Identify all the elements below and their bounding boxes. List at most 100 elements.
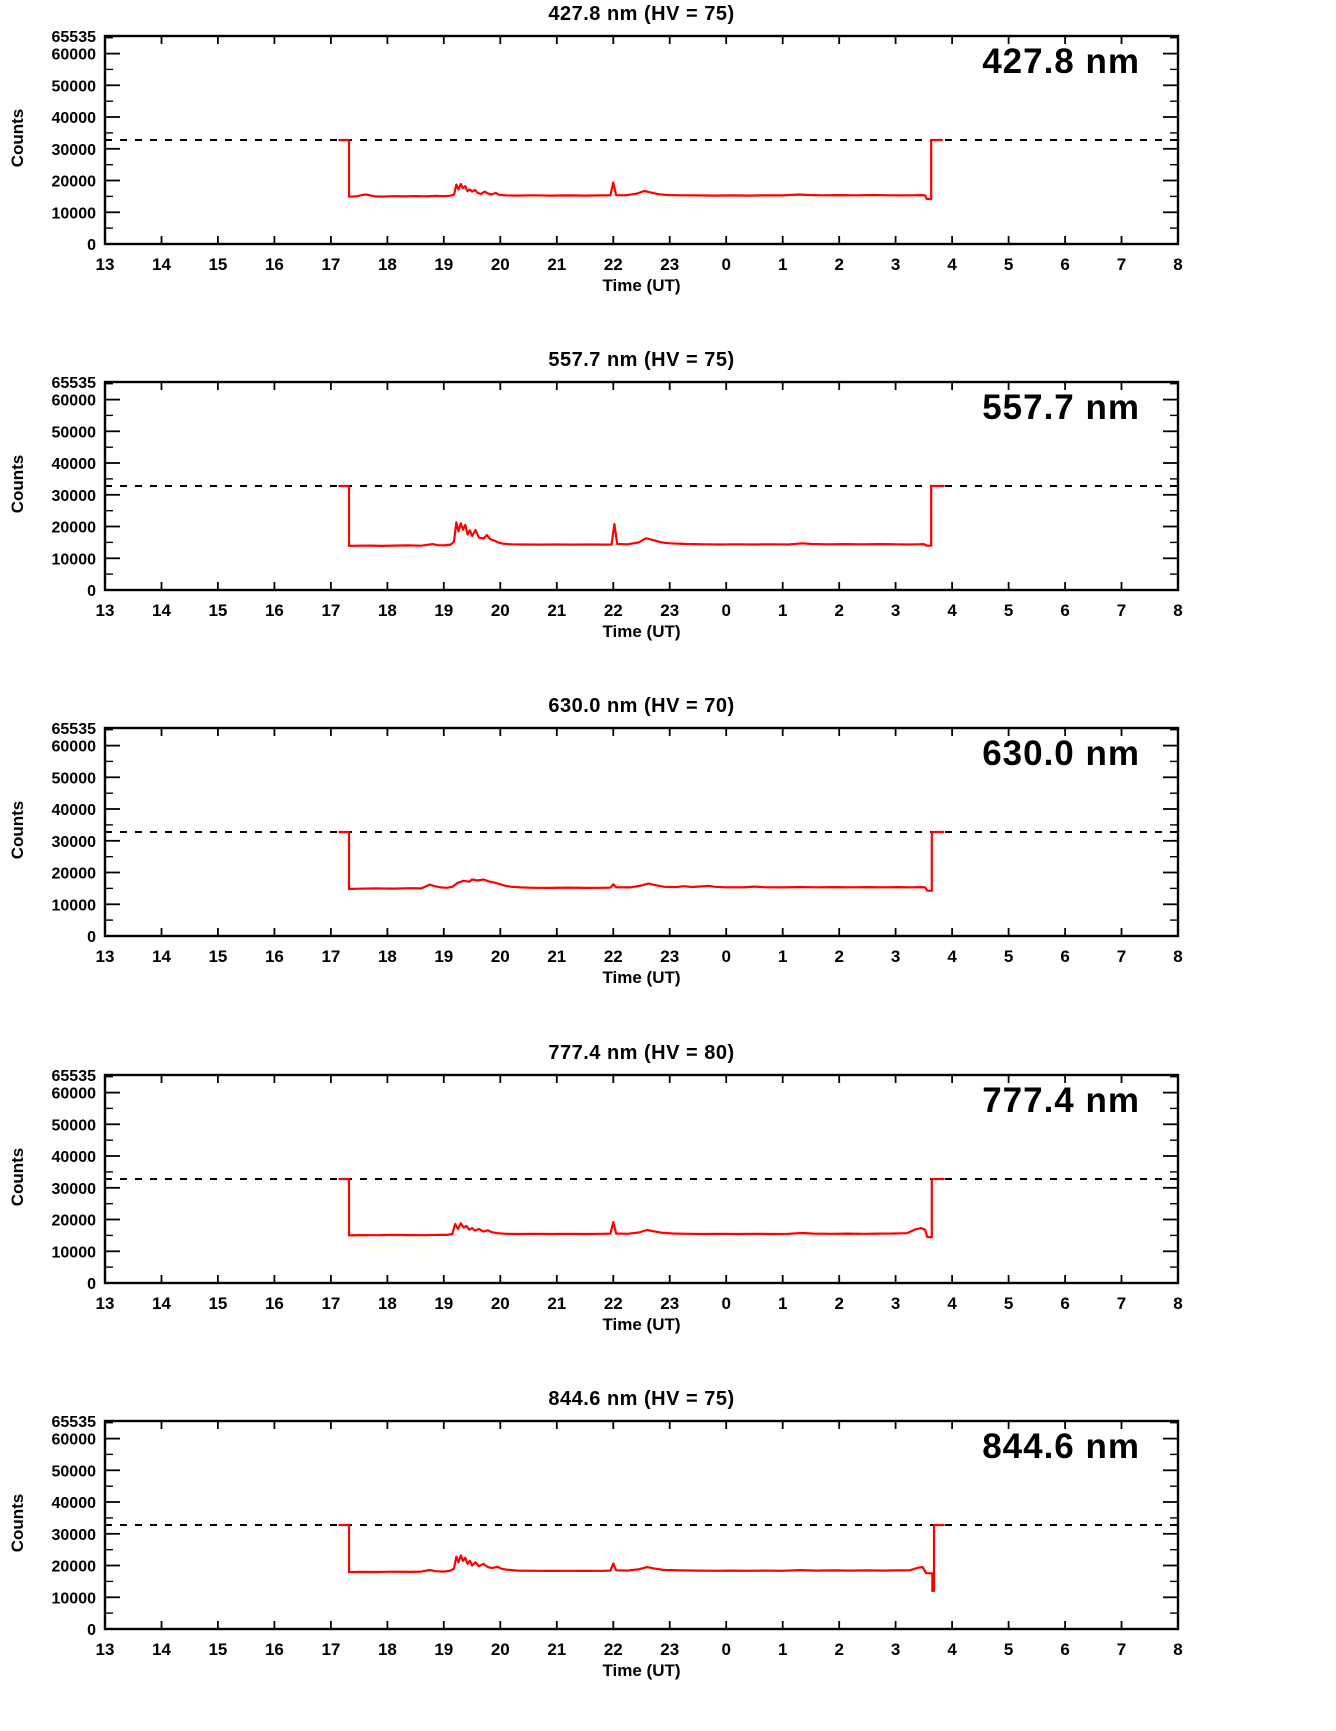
y-tick-label: 50000 [52,771,97,788]
x-tick-label: 6 [1060,601,1069,620]
x-tick-label: 3 [891,1640,900,1659]
counts-plot: 13 14 15 16 17 18 19 20 21 22 23 0 1 2 3 4 5 6 7 8010000200… [52,721,1183,966]
x-tick-label: 16 [265,947,284,966]
x-tick-label: 16 [265,255,284,274]
x-tick-label: 2 [834,1294,843,1313]
y-tick-label: 0 [87,1622,96,1639]
x-tick-label: 19 [434,947,453,966]
x-tick-label: 7 [1117,255,1126,274]
x-tick-label: 5 [1004,1640,1013,1659]
x-tick-label: 3 [891,1294,900,1313]
x-tick-label: 4 [947,1640,957,1659]
x-tick-label: 13 [96,947,115,966]
x-tick-label: 16 [265,601,284,620]
y-tick-label: 60000 [52,393,97,410]
chart-title: 630.0 nm (HV = 70) [548,695,735,718]
x-tick-label: 6 [1060,1640,1069,1659]
x-tick-label: 16 [265,1640,284,1659]
y-tick-label: 40000 [52,802,97,819]
y-tick-label: 65535 [52,375,97,392]
wavelength-label: 557.7 nm [982,388,1140,428]
x-tick-label: 14 [152,255,171,274]
x-tick-label: 21 [547,1640,566,1659]
counts-plot: 13 14 15 16 17 18 19 20 21 22 23 0 1 2 3 4 5 6 7 8010000200… [52,1414,1183,1659]
x-tick-label: 21 [547,1294,566,1313]
x-tick-label: 7 [1117,601,1126,620]
counts-plot: 13 14 15 16 17 18 19 20 21 22 23 0 1 2 3 4 5 6 7 8010000200… [52,29,1183,274]
y-tick-label: 40000 [52,1495,97,1512]
x-tick-label: 19 [434,255,453,274]
y-tick-label: 65535 [52,29,97,46]
x-tick-label: 20 [491,1294,510,1313]
x-tick-label: 14 [152,1294,171,1313]
x-tick-label: 0 [721,255,730,274]
y-tick-label: 65535 [52,721,97,738]
chart-title: 427.8 nm (HV = 75) [548,3,735,25]
x-tick-label: 5 [1004,947,1013,966]
x-tick-label: 17 [321,255,340,274]
x-tick-label: 23 [660,1294,679,1313]
x-tick-label: 13 [96,1294,115,1313]
x-tick-label: 5 [1004,601,1013,620]
x-tick-label: 14 [152,947,171,966]
y-tick-label: 10000 [52,551,97,568]
x-tick-label: 2 [834,255,843,274]
x-tick-label: 7 [1117,947,1126,966]
x-tick-label: 15 [208,1294,227,1313]
x-tick-label: 1 [778,1294,787,1313]
x-tick-label: 21 [547,947,566,966]
x-tick-label: 8 [1173,1640,1182,1659]
x-tick-label: 8 [1173,601,1182,620]
x-tick-label: 16 [265,1294,284,1313]
x-tick-label: 1 [778,1640,787,1659]
y-tick-label: 20000 [52,866,97,883]
wavelength-label: 630.0 nm [982,734,1140,774]
y-tick-label: 65535 [52,1068,97,1085]
x-tick-label: 8 [1173,1294,1182,1313]
plot-frame [103,727,1180,938]
x-tick-label: 5 [1004,255,1013,274]
x-tick-label: 18 [378,1294,397,1313]
x-tick-label: 1 [778,947,787,966]
y-tick-label: 60000 [52,47,97,64]
y-tick-label: 60000 [52,739,97,756]
x-tick-label: 0 [721,601,730,620]
y-tick-label: 10000 [52,205,97,222]
x-tick-label: 8 [1173,947,1182,966]
x-tick-label: 21 [547,601,566,620]
x-axis-label: Time (UT) [602,968,681,988]
x-tick-label: 20 [491,601,510,620]
x-axis-label: Time (UT) [602,622,681,642]
counts-trace [338,1523,945,1592]
y-tick-label: 0 [87,583,96,600]
x-tick-label: 23 [660,1640,679,1659]
x-tick-label: 17 [321,947,340,966]
y-tick-label: 30000 [52,834,97,851]
x-tick-label: 22 [604,255,623,274]
plot-frame [103,380,1180,592]
y-tick-label: 60000 [52,1431,97,1448]
x-tick-label: 19 [434,601,453,620]
x-tick-label: 0 [721,947,730,966]
chart-panel-427-8: 427.8 nm (HV = 75) 427.8 nm Counts Time … [0,0,1336,347]
plot-frame [103,1073,1180,1284]
x-tick-label: 23 [660,947,679,966]
x-tick-label: 4 [947,601,957,620]
counts-plot: 13 14 15 16 17 18 19 20 21 22 23 0 1 2 3 4 5 6 7 8010000200… [52,375,1183,620]
y-tick-label: 20000 [52,1558,97,1575]
x-tick-label: 19 [434,1640,453,1659]
x-tick-label: 19 [434,1294,453,1313]
x-tick-label: 15 [208,255,227,274]
counts-trace [338,831,945,893]
y-tick-label: 50000 [52,1463,97,1480]
y-tick-label: 30000 [52,1180,97,1197]
x-tick-label: 18 [378,601,397,620]
x-tick-label: 8 [1173,255,1182,274]
x-tick-label: 21 [547,255,566,274]
x-tick-label: 20 [491,947,510,966]
x-axis-label: Time (UT) [602,1660,681,1680]
y-tick-label: 30000 [52,488,97,505]
counts-trace [338,1177,945,1238]
chart-panel-557-7: 557.7 nm (HV = 75) 557.7 nm Counts Time … [0,346,1336,693]
